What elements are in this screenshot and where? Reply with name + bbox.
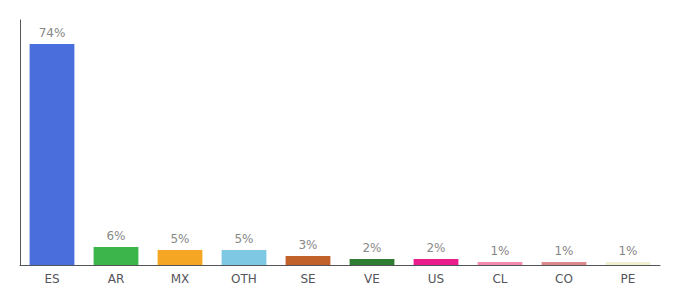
svg-text:1%: 1%	[554, 244, 573, 258]
svg-text:AR: AR	[108, 272, 125, 286]
svg-text:OTH: OTH	[231, 272, 257, 286]
svg-text:6%: 6%	[106, 229, 125, 243]
svg-text:2%: 2%	[362, 241, 381, 255]
svg-text:VE: VE	[364, 272, 380, 286]
svg-text:5%: 5%	[234, 232, 253, 246]
svg-text:CL: CL	[492, 272, 507, 286]
svg-text:1%: 1%	[618, 244, 637, 258]
svg-text:2%: 2%	[426, 241, 445, 255]
svg-text:SE: SE	[300, 272, 315, 286]
svg-text:74%: 74%	[39, 26, 66, 40]
svg-text:3%: 3%	[298, 238, 317, 252]
svg-text:1%: 1%	[490, 244, 509, 258]
svg-text:5%: 5%	[170, 232, 189, 246]
svg-text:MX: MX	[171, 272, 190, 286]
svg-text:US: US	[428, 272, 444, 286]
svg-text:PE: PE	[621, 272, 636, 286]
svg-text:CO: CO	[555, 272, 573, 286]
svg-text:ES: ES	[44, 272, 59, 286]
